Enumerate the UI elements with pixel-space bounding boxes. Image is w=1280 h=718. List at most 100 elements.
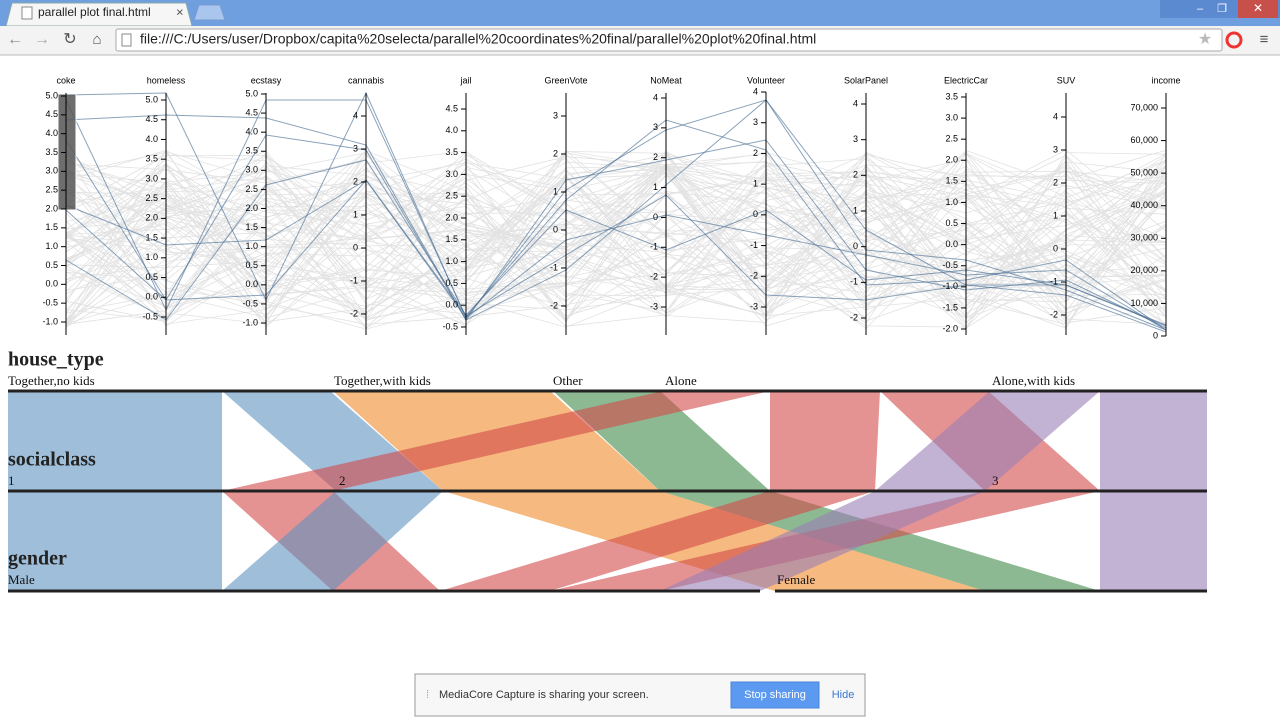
data-line bbox=[65, 179, 1167, 331]
tick-label: 4.0 bbox=[145, 134, 158, 144]
tick-label: -2 bbox=[750, 271, 758, 281]
data-line bbox=[65, 189, 1167, 328]
tick-label: 2 bbox=[553, 148, 558, 158]
axis-name[interactable]: ecstasy bbox=[251, 75, 282, 85]
tick-label: -2 bbox=[1050, 309, 1058, 319]
category-label[interactable]: Together,no kids bbox=[8, 373, 95, 388]
tick-label: 3.0 bbox=[245, 165, 258, 175]
parallel-coordinates: coke 5.0 4.5 4.0 3.5 3.0 2.5 2.0 1.5 1.0 0.5 0.0 -0.… bbox=[42, 75, 1180, 340]
category-label[interactable]: Female bbox=[777, 572, 815, 587]
new-tab[interactable] bbox=[193, 4, 226, 21]
maximize[interactable]: ❐ bbox=[1217, 3, 1227, 15]
tick-label: 40,000 bbox=[1130, 200, 1158, 210]
title-bar bbox=[0, 0, 1280, 26]
category-label[interactable]: 1 bbox=[8, 473, 15, 488]
tick-label: 1.0 bbox=[945, 197, 958, 207]
category-label[interactable]: 3 bbox=[992, 473, 999, 488]
tick-label: 2.5 bbox=[945, 134, 958, 144]
tick-label: -0.5 bbox=[42, 298, 58, 308]
data-line bbox=[65, 153, 1167, 318]
tick-label: 4 bbox=[353, 110, 358, 120]
axis-name[interactable]: homeless bbox=[147, 75, 186, 85]
data-line bbox=[65, 151, 1167, 303]
tick-label: 0 bbox=[553, 224, 558, 234]
data-line bbox=[65, 152, 1167, 329]
data-line bbox=[65, 183, 1167, 325]
axis-name[interactable]: cannabis bbox=[348, 75, 385, 85]
category-label[interactable]: Other bbox=[553, 373, 583, 388]
category-label[interactable]: Together,with kids bbox=[334, 373, 431, 388]
reload-button[interactable]: ↻ bbox=[63, 31, 76, 48]
data-line bbox=[65, 150, 1167, 298]
axis-name[interactable]: coke bbox=[56, 75, 75, 85]
data-line bbox=[65, 152, 1167, 325]
axis-name[interactable]: Volunteer bbox=[747, 75, 785, 85]
tick-label: 0.5 bbox=[945, 218, 958, 228]
tick-label: -1.0 bbox=[42, 316, 58, 326]
back-button[interactable]: ← bbox=[7, 31, 23, 48]
tick-label: -2.0 bbox=[942, 323, 958, 333]
tick-label: 3 bbox=[753, 117, 758, 127]
data-line bbox=[65, 99, 1167, 331]
tick-label: 5.0 bbox=[145, 94, 158, 104]
tick-label: 0.0 bbox=[145, 292, 158, 302]
dimension-label[interactable]: house_type bbox=[8, 349, 104, 371]
category-label[interactable]: Alone,with kids bbox=[992, 373, 1075, 388]
category-label[interactable]: Alone bbox=[665, 373, 697, 388]
tick-label: -2 bbox=[850, 312, 858, 322]
axis-name[interactable]: NoMeat bbox=[650, 75, 682, 85]
tick-label: -0.5 bbox=[442, 321, 458, 331]
extension-icon[interactable] bbox=[1225, 31, 1243, 49]
data-line bbox=[65, 157, 1167, 289]
close-window[interactable] bbox=[1238, 0, 1278, 18]
minimize[interactable]: – bbox=[1197, 3, 1204, 15]
axis-name[interactable]: GreenVote bbox=[544, 75, 587, 85]
data-line bbox=[65, 164, 1167, 316]
tick-label: 1.0 bbox=[145, 252, 158, 262]
tick-label: 1 bbox=[853, 205, 858, 215]
close-icon: ✕ bbox=[1253, 1, 1263, 15]
tick-label: 1 bbox=[753, 179, 758, 189]
dimension-label[interactable]: gender bbox=[8, 548, 67, 570]
ribbon bbox=[222, 491, 443, 591]
data-line bbox=[65, 162, 1167, 275]
tick-label: 1 bbox=[353, 209, 358, 219]
tick-label: -2 bbox=[350, 308, 358, 318]
category-label[interactable]: 2 bbox=[339, 473, 346, 488]
tick-label: -3 bbox=[750, 301, 758, 311]
home-button[interactable]: ⌂ bbox=[92, 31, 101, 48]
tick-label: 50,000 bbox=[1130, 168, 1158, 178]
bookmark-star[interactable]: ★ bbox=[1198, 31, 1212, 48]
dimension-label[interactable]: socialclass bbox=[8, 449, 96, 471]
axis-name[interactable]: SolarPanel bbox=[844, 75, 888, 85]
tab-icon bbox=[21, 6, 33, 20]
ribbon bbox=[875, 391, 1100, 491]
data-line bbox=[65, 150, 1167, 321]
data-line bbox=[65, 154, 1167, 313]
tick-label: -2 bbox=[550, 300, 558, 310]
hide-button[interactable]: Hide bbox=[832, 689, 855, 701]
tick-label: 4.0 bbox=[445, 125, 458, 135]
notification-message: MediaCore Capture is sharing your screen… bbox=[439, 689, 649, 701]
tick-label: 4 bbox=[1053, 111, 1058, 121]
tick-label: -1 bbox=[750, 240, 758, 250]
tick-label: 0.0 bbox=[45, 279, 58, 289]
axis-name[interactable]: SUV bbox=[1057, 75, 1076, 85]
category-label[interactable]: Male bbox=[8, 572, 35, 587]
tick-label: -3 bbox=[650, 301, 658, 311]
ribbon bbox=[443, 491, 985, 591]
tab-close[interactable]: × bbox=[176, 4, 184, 19]
tick-label: 2.5 bbox=[245, 184, 258, 194]
tick-label: 4 bbox=[653, 92, 658, 102]
url[interactable]: file:///C:/Users/user/Dropbox/capita%20s… bbox=[140, 31, 816, 47]
menu-button[interactable]: ≡ bbox=[1260, 31, 1269, 48]
address-bar[interactable] bbox=[115, 28, 1223, 52]
axis-name[interactable]: income bbox=[1151, 75, 1180, 85]
axis-name[interactable]: ElectricCar bbox=[944, 75, 988, 85]
forward-button[interactable]: → bbox=[34, 31, 50, 48]
ribbon bbox=[8, 491, 222, 591]
stop-sharing-button[interactable] bbox=[730, 681, 820, 709]
data-line bbox=[65, 150, 1167, 325]
axis-name[interactable]: jail bbox=[459, 75, 471, 85]
